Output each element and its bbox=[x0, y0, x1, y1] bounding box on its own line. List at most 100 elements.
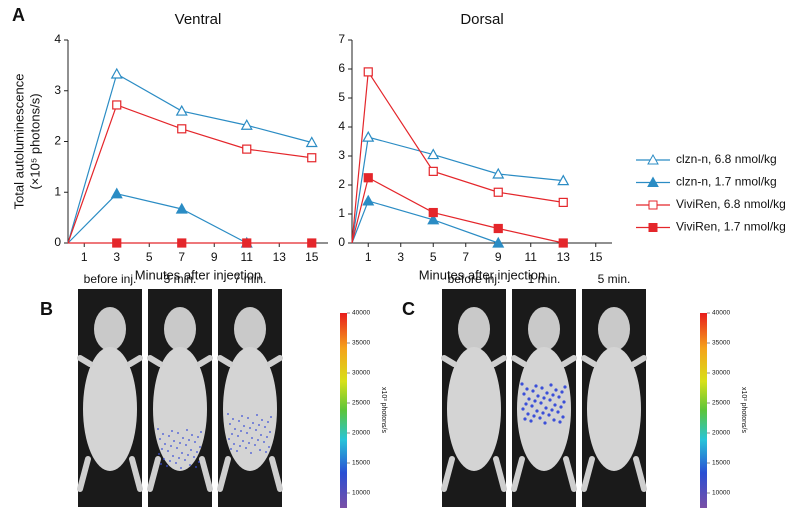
marker bbox=[307, 238, 317, 248]
colorbar-label: x10³ photons/s bbox=[380, 387, 387, 433]
mouse-body bbox=[587, 347, 641, 471]
signal bbox=[241, 415, 243, 417]
marker bbox=[240, 119, 253, 130]
marker bbox=[363, 173, 373, 183]
signal bbox=[188, 439, 190, 441]
signal bbox=[254, 444, 256, 446]
signal bbox=[550, 408, 554, 412]
signal bbox=[527, 397, 531, 401]
signal bbox=[250, 452, 252, 454]
signal bbox=[549, 383, 553, 387]
signal bbox=[240, 430, 242, 432]
signal bbox=[526, 412, 530, 416]
image-caption: 3 min. bbox=[164, 272, 197, 286]
x-tick-label: 3 bbox=[113, 250, 120, 264]
series-line bbox=[351, 70, 564, 244]
signal bbox=[257, 439, 259, 441]
series-line bbox=[351, 176, 564, 244]
marker bbox=[362, 194, 375, 206]
colorbar-tick-label: 10000 bbox=[712, 490, 730, 497]
marker bbox=[112, 238, 122, 248]
signal bbox=[542, 396, 546, 400]
x-tick-label: 1 bbox=[81, 250, 88, 264]
panel-label: B bbox=[40, 299, 53, 319]
y-axis-label: Total autoluminescence bbox=[11, 74, 26, 210]
signal bbox=[524, 402, 528, 406]
signal bbox=[558, 420, 562, 424]
signal bbox=[170, 445, 172, 447]
signal bbox=[242, 440, 244, 442]
marker bbox=[112, 100, 122, 110]
marker bbox=[177, 238, 187, 248]
signal bbox=[238, 420, 240, 422]
signal bbox=[198, 461, 200, 463]
colorbar-tick-label: 15000 bbox=[352, 460, 370, 467]
mouse-head bbox=[598, 307, 630, 351]
signal bbox=[234, 428, 236, 430]
signal bbox=[173, 440, 175, 442]
signal bbox=[554, 388, 558, 392]
colorbar-tick-label: 25000 bbox=[712, 400, 730, 407]
mouse-legs bbox=[581, 355, 647, 492]
x-tick-label: 13 bbox=[273, 250, 287, 264]
x-axis-label: Minutes after injection bbox=[419, 267, 545, 282]
signal bbox=[543, 421, 547, 425]
mouse-legs bbox=[147, 355, 213, 492]
y-tick-label: 5 bbox=[338, 90, 345, 104]
marker bbox=[175, 202, 188, 214]
signal bbox=[256, 414, 258, 416]
signal bbox=[532, 414, 536, 418]
x-tick-label: 5 bbox=[430, 250, 437, 264]
signal bbox=[197, 436, 199, 438]
colorbar-tick-label: 40000 bbox=[352, 310, 370, 317]
marker bbox=[110, 187, 123, 199]
image-caption: 1 min. bbox=[528, 272, 561, 286]
mouse-body bbox=[517, 347, 571, 471]
mouse-legs bbox=[217, 355, 283, 492]
signal bbox=[187, 454, 189, 456]
signal bbox=[163, 458, 165, 460]
signal bbox=[169, 460, 171, 462]
signal bbox=[525, 387, 529, 391]
marker bbox=[307, 153, 317, 163]
colorbar-label: x10³ photons/s bbox=[740, 387, 747, 433]
signal bbox=[529, 419, 533, 423]
signal bbox=[553, 403, 557, 407]
signal bbox=[263, 441, 265, 443]
colorbar-tick-label: 40000 bbox=[712, 310, 730, 317]
mouse-legs bbox=[77, 355, 143, 492]
mouse-head bbox=[234, 307, 266, 351]
signal bbox=[243, 425, 245, 427]
marker bbox=[305, 136, 318, 148]
colorbar-tick-label: 35000 bbox=[712, 340, 730, 347]
signal bbox=[255, 429, 257, 431]
signal bbox=[523, 417, 527, 421]
signal bbox=[540, 386, 544, 390]
colorbar bbox=[340, 313, 347, 508]
signal bbox=[530, 404, 534, 408]
signal bbox=[227, 413, 229, 415]
y-tick-label: 2 bbox=[338, 177, 345, 191]
chart-title: Dorsal bbox=[460, 11, 503, 28]
colorbar-tick-label: 20000 bbox=[712, 430, 730, 437]
marker bbox=[242, 238, 252, 248]
x-tick-label: 5 bbox=[146, 250, 153, 264]
x-tick-label: 11 bbox=[241, 250, 254, 264]
signal bbox=[535, 409, 539, 413]
signal bbox=[195, 466, 197, 468]
marker bbox=[558, 238, 568, 248]
panel-label: A bbox=[12, 5, 25, 25]
signal bbox=[522, 392, 526, 396]
marker bbox=[428, 166, 438, 176]
image-caption: 5 min. bbox=[598, 272, 631, 286]
signal bbox=[560, 390, 564, 394]
legend-label: clzn-n, 6.8 nmol/kg bbox=[676, 152, 777, 166]
y-tick-label: 0 bbox=[338, 235, 345, 249]
signal bbox=[232, 418, 234, 420]
mouse-head bbox=[458, 307, 490, 351]
colorbar-tick-label: 35000 bbox=[352, 340, 370, 347]
marker bbox=[428, 207, 438, 218]
colorbar-tick-label: 30000 bbox=[352, 370, 370, 377]
image-caption: before inj. bbox=[448, 272, 501, 286]
